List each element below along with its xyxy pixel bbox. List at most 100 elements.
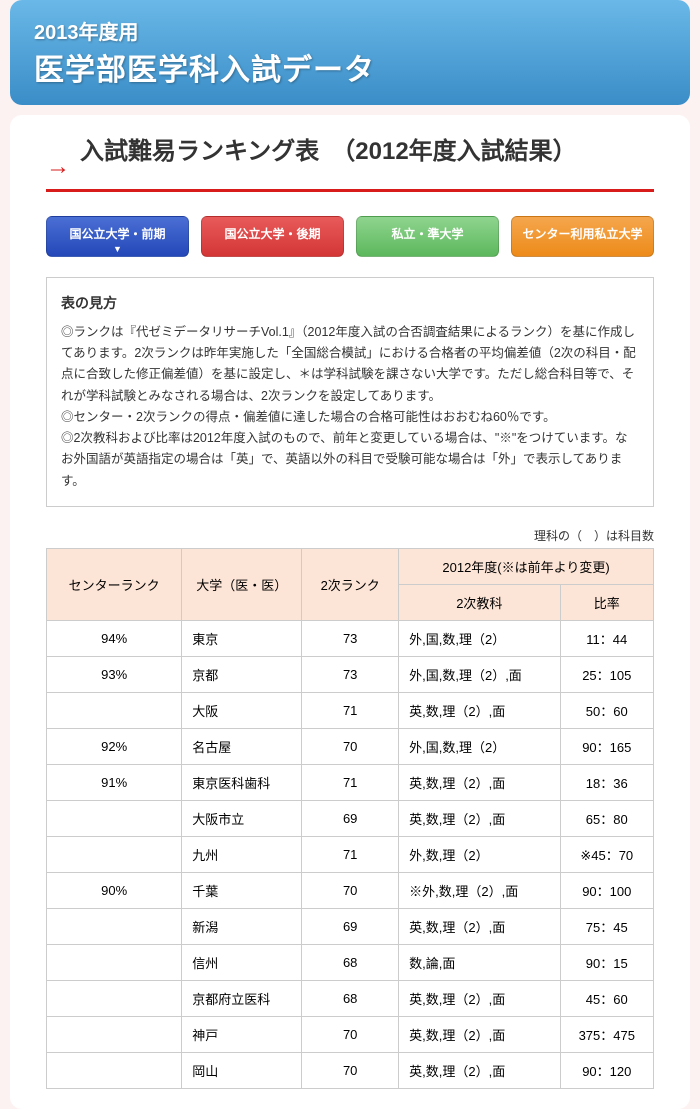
- cell-subject: 英,数,理（2）,面: [399, 908, 560, 944]
- guide-title: 表の見方: [61, 292, 639, 316]
- cell-second-rank: 71: [302, 764, 399, 800]
- section-title: 入試難易ランキング表 （2012年度入試結果）: [80, 135, 577, 169]
- table-row: 93%京都73外,国,数,理（2）,面25：105: [47, 656, 654, 692]
- cell-ratio: 25：105: [560, 656, 653, 692]
- ranking-table: センターランク 大学（医・医） 2次ランク 2012年度(※は前年より変更) 2…: [46, 548, 654, 1089]
- cell-subject: 英,数,理（2）,面: [399, 692, 560, 728]
- cell-ratio: 75：45: [560, 908, 653, 944]
- cell-university: 東京: [182, 620, 302, 656]
- cell-rank: 90%: [47, 872, 182, 908]
- table-row: 神戸70英,数,理（2）,面375：475: [47, 1016, 654, 1052]
- cell-subject: ※外,数,理（2）,面: [399, 872, 560, 908]
- page-header: 2013年度用 医学部医学科入試データ: [10, 0, 690, 105]
- cell-second-rank: 73: [302, 620, 399, 656]
- cell-university: 千葉: [182, 872, 302, 908]
- cell-university: 岡山: [182, 1052, 302, 1088]
- th-year-header: 2012年度(※は前年より変更): [399, 548, 654, 584]
- cell-university: 京都: [182, 656, 302, 692]
- cell-university: 神戸: [182, 1016, 302, 1052]
- cell-university: 新潟: [182, 908, 302, 944]
- cell-subject: 英,数,理（2）,面: [399, 1016, 560, 1052]
- cell-second-rank: 69: [302, 908, 399, 944]
- th-center-rank: センターランク: [47, 548, 182, 620]
- tab-center-private[interactable]: センター利用私立大学: [511, 216, 654, 257]
- cell-rank: [47, 908, 182, 944]
- note-right: 理科の（ ）は科目数: [46, 527, 654, 544]
- tab-national-second[interactable]: 国公立大学・後期: [201, 216, 344, 257]
- guide-box: 表の見方 ◎ランクは『代ゼミデータリサーチVol.1』（2012年度入試の合否調…: [46, 277, 654, 507]
- cell-subject: 外,数,理（2）: [399, 836, 560, 872]
- cell-rank: [47, 1052, 182, 1088]
- table-row: 大阪市立69英,数,理（2）,面65：80: [47, 800, 654, 836]
- cell-rank: [47, 944, 182, 980]
- cell-ratio: 65：80: [560, 800, 653, 836]
- cell-second-rank: 68: [302, 944, 399, 980]
- cell-university: 信州: [182, 944, 302, 980]
- table-row: 京都府立医科68英,数,理（2）,面45：60: [47, 980, 654, 1016]
- cell-subject: 英,数,理（2）,面: [399, 800, 560, 836]
- cell-subject: 英,数,理（2）,面: [399, 980, 560, 1016]
- cell-ratio: 45：60: [560, 980, 653, 1016]
- tab-private[interactable]: 私立・準大学: [356, 216, 499, 257]
- arrow-right-icon: →: [46, 153, 70, 181]
- cell-subject: 外,国,数,理（2）,面: [399, 656, 560, 692]
- cell-university: 名古屋: [182, 728, 302, 764]
- cell-rank: [47, 692, 182, 728]
- cell-rank: [47, 980, 182, 1016]
- cell-university: 東京医科歯科: [182, 764, 302, 800]
- cell-second-rank: 71: [302, 692, 399, 728]
- table-row: 92%名古屋70外,国,数,理（2）90：165: [47, 728, 654, 764]
- tab-national-first[interactable]: 国公立大学・前期: [46, 216, 189, 257]
- cell-ratio: 18：36: [560, 764, 653, 800]
- guide-line: ◎ランクは『代ゼミデータリサーチVol.1』（2012年度入試の合否調査結果によ…: [61, 322, 639, 407]
- table-row: 90%千葉70※外,数,理（2）,面90：100: [47, 872, 654, 908]
- tab-bar: 国公立大学・前期 国公立大学・後期 私立・準大学 センター利用私立大学: [46, 216, 654, 257]
- cell-subject: 数,論,面: [399, 944, 560, 980]
- table-row: 岡山70英,数,理（2）,面90：120: [47, 1052, 654, 1088]
- cell-ratio: 90：100: [560, 872, 653, 908]
- cell-ratio: 11：44: [560, 620, 653, 656]
- cell-ratio: 90：15: [560, 944, 653, 980]
- guide-line: ◎2次教科および比率は2012年度入試のもので、前年と変更している場合は、"※"…: [61, 428, 639, 492]
- header-year: 2013年度用: [34, 16, 666, 45]
- table-row: 94%東京73外,国,数,理（2）11：44: [47, 620, 654, 656]
- cell-ratio: ※45：70: [560, 836, 653, 872]
- content-panel: → 入試難易ランキング表 （2012年度入試結果） 国公立大学・前期 国公立大学…: [10, 115, 690, 1109]
- cell-second-rank: 70: [302, 728, 399, 764]
- table-row: 大阪71英,数,理（2）,面50：60: [47, 692, 654, 728]
- cell-second-rank: 71: [302, 836, 399, 872]
- th-second-rank: 2次ランク: [302, 548, 399, 620]
- cell-rank: 91%: [47, 764, 182, 800]
- table-row: 91%東京医科歯科71英,数,理（2）,面18：36: [47, 764, 654, 800]
- cell-ratio: 90：165: [560, 728, 653, 764]
- cell-rank: 92%: [47, 728, 182, 764]
- cell-subject: 外,国,数,理（2）: [399, 620, 560, 656]
- table-row: 信州68数,論,面90：15: [47, 944, 654, 980]
- table-row: 九州71外,数,理（2）※45：70: [47, 836, 654, 872]
- cell-second-rank: 70: [302, 872, 399, 908]
- cell-subject: 英,数,理（2）,面: [399, 1052, 560, 1088]
- section-title-wrap: → 入試難易ランキング表 （2012年度入試結果）: [46, 135, 654, 192]
- cell-rank: [47, 800, 182, 836]
- th-ratio: 比率: [560, 584, 653, 620]
- th-university: 大学（医・医）: [182, 548, 302, 620]
- cell-rank: [47, 836, 182, 872]
- cell-subject: 外,国,数,理（2）: [399, 728, 560, 764]
- th-second-subject: 2次教科: [399, 584, 560, 620]
- guide-line: ◎センター・2次ランクの得点・偏差値に達した場合の合格可能性はおおむね60％です…: [61, 407, 639, 428]
- cell-second-rank: 70: [302, 1052, 399, 1088]
- cell-university: 大阪市立: [182, 800, 302, 836]
- table-row: 新潟69英,数,理（2）,面75：45: [47, 908, 654, 944]
- cell-ratio: 90：120: [560, 1052, 653, 1088]
- cell-ratio: 50：60: [560, 692, 653, 728]
- cell-second-rank: 68: [302, 980, 399, 1016]
- cell-second-rank: 70: [302, 1016, 399, 1052]
- cell-second-rank: 69: [302, 800, 399, 836]
- cell-rank: 94%: [47, 620, 182, 656]
- cell-rank: 93%: [47, 656, 182, 692]
- cell-subject: 英,数,理（2）,面: [399, 764, 560, 800]
- cell-university: 大阪: [182, 692, 302, 728]
- cell-rank: [47, 1016, 182, 1052]
- cell-second-rank: 73: [302, 656, 399, 692]
- cell-ratio: 375：475: [560, 1016, 653, 1052]
